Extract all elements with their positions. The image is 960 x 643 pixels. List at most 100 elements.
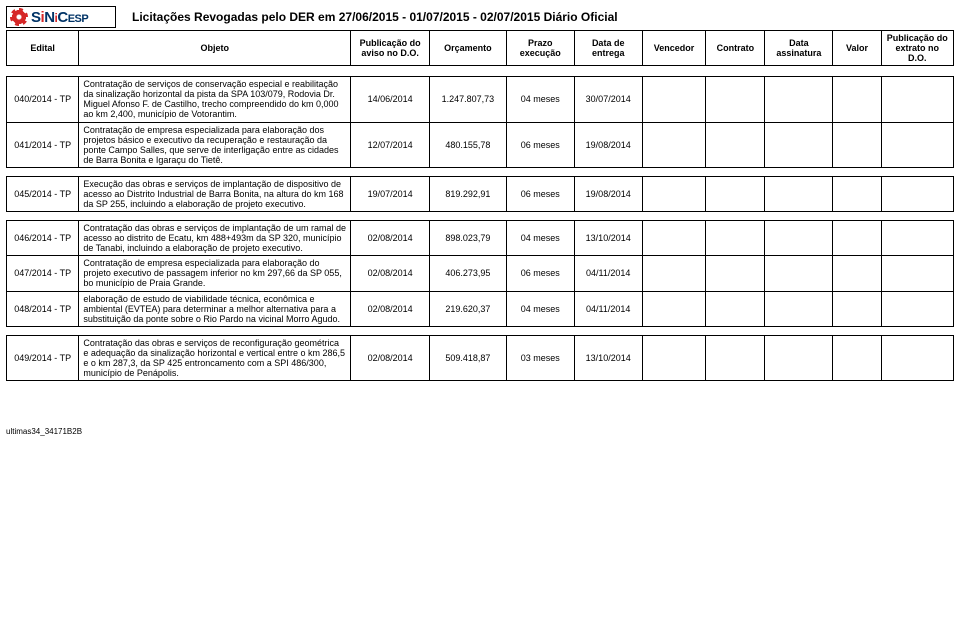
logo-letter: N: [44, 9, 54, 26]
cell-assinatura: [765, 221, 833, 256]
col-pub-extrato: Publicação do extrato no D.O.: [881, 31, 953, 66]
cell-prazo: 04 meses: [506, 77, 574, 122]
cell-edital: 040/2014 - TP: [7, 77, 79, 122]
cell-orcamento: 480.155,78: [430, 122, 507, 167]
data-table: 046/2014 - TPContratação das obras e ser…: [6, 220, 954, 327]
cell-entrega: 19/08/2014: [574, 176, 642, 211]
cell-prazo: 04 meses: [506, 221, 574, 256]
cell-pub_extrato: [881, 256, 953, 291]
logo-letter: ESP: [68, 13, 89, 25]
cell-vencedor: [642, 291, 706, 326]
cell-pub_aviso: 02/08/2014: [351, 221, 430, 256]
cell-pub_aviso: 02/08/2014: [351, 335, 430, 380]
table-row: 041/2014 - TPContratação de empresa espe…: [7, 122, 954, 167]
cell-vencedor: [642, 122, 706, 167]
cell-vencedor: [642, 221, 706, 256]
cell-contrato: [706, 221, 765, 256]
col-contrato: Contrato: [706, 31, 765, 66]
cell-prazo: 06 meses: [506, 122, 574, 167]
table-row: 045/2014 - TPExecução das obras e serviç…: [7, 176, 954, 211]
col-prazo: Prazo execução: [506, 31, 574, 66]
table-row: 040/2014 - TPContratação de serviços de …: [7, 77, 954, 122]
cell-objeto: Contratação de empresa especializada par…: [79, 122, 351, 167]
cell-valor: [833, 256, 881, 291]
header-row: SiNiCESP Licitações Revogadas pelo DER e…: [6, 6, 954, 28]
cell-orcamento: 819.292,91: [430, 176, 507, 211]
cell-objeto: Contratação das obras e serviços de reco…: [79, 335, 351, 380]
col-entrega: Data de entrega: [574, 31, 642, 66]
cell-entrega: 04/11/2014: [574, 256, 642, 291]
header-row: Edital Objeto Publicação do aviso no D.O…: [7, 31, 954, 66]
col-vencedor: Vencedor: [642, 31, 706, 66]
cell-vencedor: [642, 77, 706, 122]
header-table: Edital Objeto Publicação do aviso no D.O…: [6, 30, 954, 66]
col-assinatura: Data assinatura: [765, 31, 833, 66]
cell-pub_extrato: [881, 77, 953, 122]
page-title: Licitações Revogadas pelo DER em 27/06/2…: [132, 10, 618, 24]
cell-prazo: 06 meses: [506, 176, 574, 211]
col-objeto: Objeto: [79, 31, 351, 66]
cell-valor: [833, 122, 881, 167]
table-row: 047/2014 - TPContratação de empresa espe…: [7, 256, 954, 291]
cell-edital: 049/2014 - TP: [7, 335, 79, 380]
cell-valor: [833, 176, 881, 211]
cell-entrega: 13/10/2014: [574, 221, 642, 256]
cell-entrega: 13/10/2014: [574, 335, 642, 380]
cell-pub_extrato: [881, 335, 953, 380]
cell-valor: [833, 335, 881, 380]
cell-objeto: Contratação de empresa especializada par…: [79, 256, 351, 291]
sinicesp-logo: SiNiCESP: [6, 6, 116, 28]
cell-vencedor: [642, 335, 706, 380]
data-table: 045/2014 - TPExecução das obras e serviç…: [6, 176, 954, 212]
cell-assinatura: [765, 176, 833, 211]
cell-prazo: 03 meses: [506, 335, 574, 380]
cell-edital: 041/2014 - TP: [7, 122, 79, 167]
cell-edital: 047/2014 - TP: [7, 256, 79, 291]
cell-orcamento: 406.273,95: [430, 256, 507, 291]
cell-contrato: [706, 335, 765, 380]
cell-contrato: [706, 77, 765, 122]
data-table: 049/2014 - TPContratação das obras e ser…: [6, 335, 954, 381]
col-pub-aviso: Publicação do aviso no D.O.: [351, 31, 430, 66]
cell-prazo: 06 meses: [506, 256, 574, 291]
cell-edital: 048/2014 - TP: [7, 291, 79, 326]
cell-pub_extrato: [881, 291, 953, 326]
cell-objeto: elaboração de estudo de viabilidade técn…: [79, 291, 351, 326]
cell-assinatura: [765, 291, 833, 326]
cell-entrega: 30/07/2014: [574, 77, 642, 122]
cell-edital: 046/2014 - TP: [7, 221, 79, 256]
cell-pub_aviso: 02/08/2014: [351, 291, 430, 326]
cell-entrega: 04/11/2014: [574, 291, 642, 326]
table-row: 046/2014 - TPContratação das obras e ser…: [7, 221, 954, 256]
cell-pub_aviso: 14/06/2014: [351, 77, 430, 122]
cell-pub_extrato: [881, 221, 953, 256]
cell-contrato: [706, 256, 765, 291]
cell-edital: 045/2014 - TP: [7, 176, 79, 211]
footer-code: ultimas34_34171B2B: [6, 427, 954, 436]
cell-objeto: Contratação das obras e serviços de impl…: [79, 221, 351, 256]
table-row: 049/2014 - TPContratação das obras e ser…: [7, 335, 954, 380]
cell-assinatura: [765, 256, 833, 291]
cell-objeto: Execução das obras e serviços de implant…: [79, 176, 351, 211]
col-edital: Edital: [7, 31, 79, 66]
cell-vencedor: [642, 256, 706, 291]
cell-vencedor: [642, 176, 706, 211]
col-valor: Valor: [833, 31, 881, 66]
cell-orcamento: 1.247.807,73: [430, 77, 507, 122]
cell-orcamento: 509.418,87: [430, 335, 507, 380]
cell-assinatura: [765, 77, 833, 122]
cell-objeto: Contratação de serviços de conservação e…: [79, 77, 351, 122]
cell-contrato: [706, 176, 765, 211]
cell-pub_aviso: 02/08/2014: [351, 256, 430, 291]
cell-pub_extrato: [881, 176, 953, 211]
cell-entrega: 19/08/2014: [574, 122, 642, 167]
cell-assinatura: [765, 122, 833, 167]
cell-valor: [833, 291, 881, 326]
cell-pub_extrato: [881, 122, 953, 167]
cell-pub_aviso: 12/07/2014: [351, 122, 430, 167]
cell-valor: [833, 221, 881, 256]
logo-letter: C: [57, 9, 67, 26]
cell-contrato: [706, 291, 765, 326]
cell-pub_aviso: 19/07/2014: [351, 176, 430, 211]
table-row: 048/2014 - TPelaboração de estudo de via…: [7, 291, 954, 326]
